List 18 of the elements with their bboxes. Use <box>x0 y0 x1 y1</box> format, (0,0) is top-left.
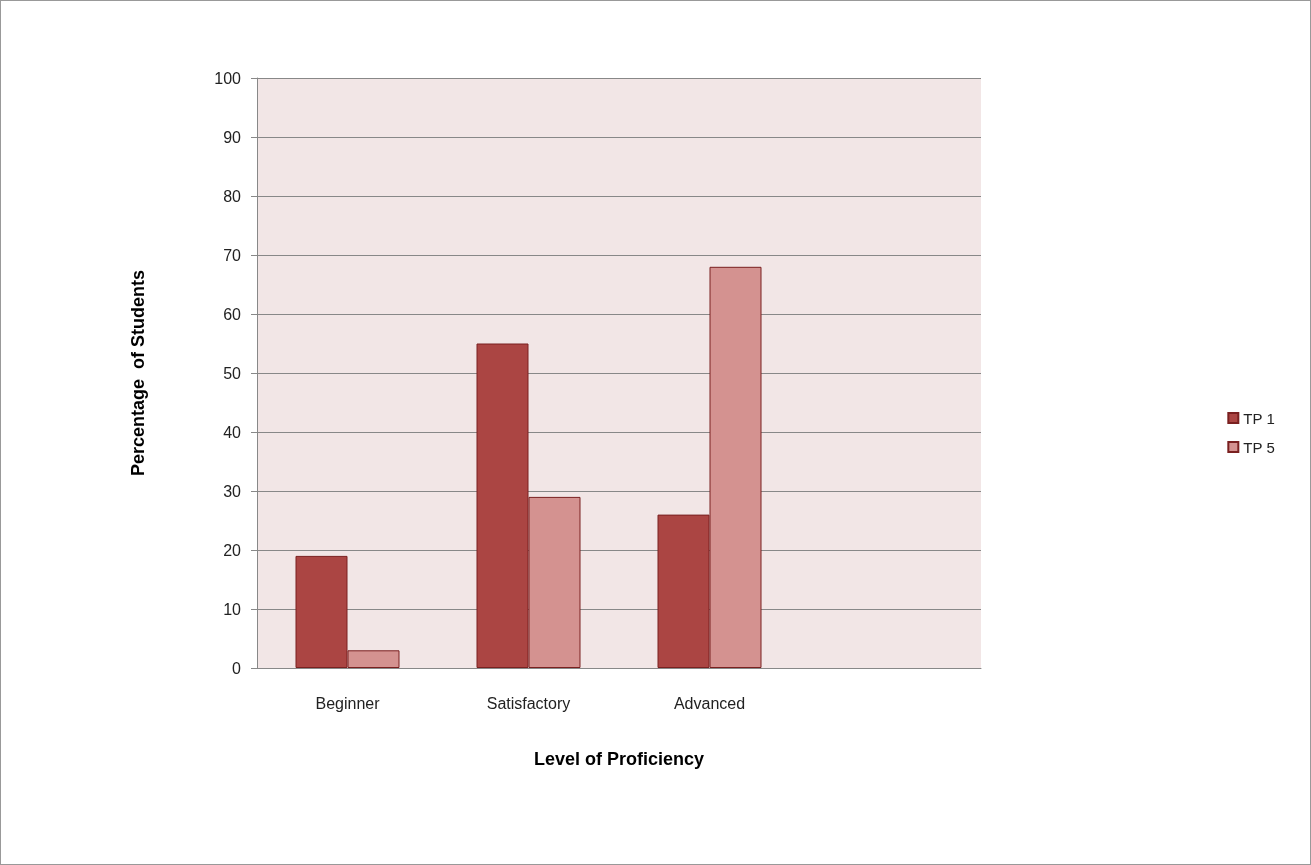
x-tick-label: Satisfactory <box>486 694 571 712</box>
y-tick-label: 30 <box>223 482 242 500</box>
y-tick-label: 70 <box>223 246 242 264</box>
y-tick-label: 80 <box>223 187 242 205</box>
legend-label: TP 5 <box>1243 438 1275 456</box>
x-tick-label: Advanced <box>673 694 746 712</box>
x-axis-title: Level of Proficiency <box>533 749 705 769</box>
y-tick-label: 0 <box>232 659 242 677</box>
y-tick-label: 10 <box>223 600 242 618</box>
legend-label: TP 1 <box>1243 409 1275 427</box>
y-tick-label: 90 <box>223 128 242 146</box>
y-tick-label: 100 <box>214 69 242 87</box>
x-tick-label: Beginner <box>315 694 381 712</box>
y-tick-label: 50 <box>223 364 242 382</box>
y-tick-label: 40 <box>223 423 242 441</box>
y-axis-title: Percentage of Students <box>128 269 148 477</box>
y-tick-label: 60 <box>223 305 242 323</box>
y-tick-label: 20 <box>223 541 242 559</box>
